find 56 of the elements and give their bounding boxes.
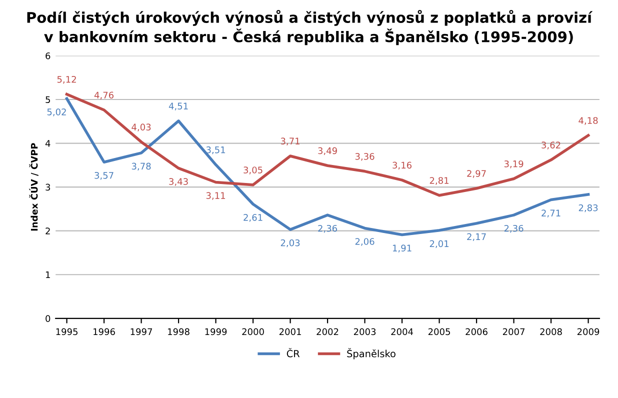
x-tick-label: 2004 [391,328,414,336]
x-tick-label: 2005 [428,328,450,336]
data-label: 2,03 [280,239,300,248]
data-label: 2,81 [430,177,449,185]
y-tick-label: 3 [46,184,50,191]
data-label: 2,61 [244,214,262,222]
y-tick-label: 4 [45,140,50,147]
y-axis-title: Index ČÚV / ČVPP [29,143,38,231]
x-tick-label: 1997 [130,328,152,336]
data-label: 3,19 [504,160,524,168]
data-label: 3,05 [244,166,262,174]
data-label: 5,02 [47,108,66,116]
x-tick-label: 1998 [168,328,190,336]
x-tick-label: 1999 [205,328,227,336]
data-label: 4,18 [578,117,598,125]
data-label: 4,03 [132,124,151,132]
x-tick-label: 2009 [577,328,600,336]
y-tick-label: 0 [46,315,50,322]
legend-label: Španělsko [347,348,396,360]
data-label: 2,36 [504,224,524,233]
x-tick-label: 2000 [242,328,264,336]
data-label: 2,17 [467,233,486,242]
data-label: 2,71 [542,210,560,218]
data-label: 4,76 [94,92,114,100]
x-tick-label: 2006 [466,328,488,336]
data-label: 3,71 [280,138,300,146]
data-label: 2,01 [430,240,449,248]
data-label: 3,16 [392,162,412,170]
y-tick-label: 1 [46,271,50,278]
x-tick-label: 1995 [56,328,78,336]
data-label: 3,78 [132,162,151,171]
y-tick-label: 6 [46,52,50,60]
data-label: 3,49 [318,147,337,156]
data-label: 3,43 [169,178,188,186]
x-tick-label: 2007 [502,328,524,336]
data-label: 2,06 [355,238,374,246]
x-tick-label: 2003 [354,328,376,336]
legend-label: ČR [286,348,300,358]
data-label: 3,11 [206,192,226,200]
x-tick-label: 1996 [94,328,115,336]
data-label: 3,57 [94,172,114,180]
x-tick-label: 2001 [279,328,301,336]
data-label: 3,36 [355,153,374,161]
data-label: 2,83 [578,204,598,212]
x-tick-label: 2008 [540,328,562,336]
data-label: 5,12 [57,76,76,84]
chart-title: Podíl čistých úrokových výnosů a čistých výnosů z poplatků a provizí v bankovním sektoru - Česká republika a Španělsko (1995-2009) [27,10,593,46]
data-label: 2,97 [467,170,486,178]
data-label: 2,36 [318,224,338,233]
y-tick-label: 2 [46,228,50,234]
data-label: 1,91 [392,244,412,252]
data-label: 3,62 [542,142,560,150]
x-tick-label: 2002 [316,328,338,336]
y-tick-label: 5 [46,96,50,104]
data-label: 3,51 [206,146,226,154]
data-label: 4,51 [168,102,188,110]
